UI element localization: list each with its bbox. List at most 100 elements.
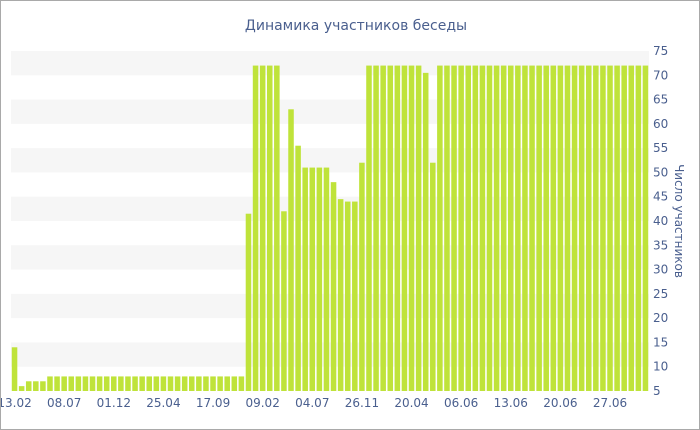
bar — [543, 65, 549, 391]
bar — [231, 376, 238, 391]
y-tick-label: 30 — [653, 263, 668, 277]
bar — [380, 65, 386, 391]
bar — [408, 65, 415, 391]
y-tick-label: 35 — [653, 238, 668, 252]
grid-band — [11, 51, 649, 76]
bar — [82, 376, 89, 391]
x-tick-label: 27.06 — [593, 396, 627, 410]
bar — [75, 376, 82, 391]
bar — [302, 167, 308, 391]
bar — [167, 376, 174, 391]
bar — [465, 65, 471, 391]
bar — [25, 381, 32, 391]
bar — [238, 376, 245, 391]
bar — [550, 65, 557, 391]
bar — [139, 376, 145, 391]
bar — [585, 65, 592, 391]
x-axis-ticks: 13.02 08.07 01.12 25.04 17.09 09.02 04.07 26.11… — [1, 396, 627, 410]
bar — [210, 376, 216, 391]
bar — [316, 167, 323, 391]
bar — [47, 376, 53, 391]
bar — [451, 65, 457, 391]
bar — [309, 167, 316, 391]
bar — [472, 65, 479, 391]
bar — [557, 65, 564, 391]
bar — [68, 376, 75, 391]
y-tick-label: 5 — [653, 384, 661, 398]
bar — [252, 65, 259, 391]
y-tick-label: 70 — [653, 68, 668, 82]
x-tick-label: 17.09 — [196, 396, 230, 410]
bar — [288, 109, 294, 391]
y-axis-label: Число участников — [672, 164, 686, 278]
bar — [146, 376, 152, 391]
bar — [181, 376, 188, 391]
bar — [330, 182, 337, 391]
y-tick-label: 15 — [653, 335, 668, 349]
x-tick-label: 25.04 — [146, 396, 180, 410]
bar — [486, 65, 493, 391]
bar — [422, 72, 429, 392]
y-tick-label: 55 — [653, 141, 668, 155]
grid-bands — [11, 51, 649, 367]
bar — [508, 65, 514, 391]
grid-band — [11, 148, 649, 173]
bar — [323, 167, 330, 391]
bar — [642, 65, 649, 391]
bar — [635, 65, 642, 391]
bar — [11, 347, 18, 391]
bar — [54, 376, 60, 391]
bar — [337, 199, 344, 391]
bar — [18, 386, 25, 391]
y-axis-ticks: 5 10 15 20 25 30 35 40 45 50 55 60 65 70 75 — [653, 44, 668, 398]
bar — [430, 162, 436, 391]
bar — [373, 65, 379, 391]
y-tick-label: 75 — [653, 44, 668, 58]
bar — [578, 65, 585, 391]
grid-band — [11, 196, 649, 221]
bar — [33, 381, 39, 391]
bar — [352, 201, 358, 391]
x-tick-label: 04.07 — [295, 396, 329, 410]
bar — [564, 65, 571, 391]
bar — [189, 376, 195, 391]
bar — [479, 65, 486, 391]
bar — [621, 65, 627, 391]
bar — [401, 65, 408, 391]
bar — [160, 376, 167, 391]
bar — [266, 65, 273, 391]
y-tick-label: 20 — [653, 311, 668, 325]
grid-band — [11, 99, 649, 124]
bar — [174, 376, 181, 391]
chart-title: Динамика участников беседы — [245, 18, 467, 34]
bar — [203, 376, 209, 391]
bars — [11, 65, 649, 392]
x-tick-label: 01.12 — [97, 396, 131, 410]
bar — [444, 65, 450, 391]
x-tick-label: 20.04 — [394, 396, 428, 410]
bar — [607, 65, 613, 391]
bar — [274, 65, 280, 391]
bar — [153, 376, 160, 391]
grid-band — [11, 342, 649, 367]
bar — [224, 376, 230, 391]
bar — [96, 376, 103, 391]
bar — [359, 162, 365, 391]
bar — [118, 376, 124, 391]
bar — [245, 213, 252, 391]
x-tick-label: 26.11 — [345, 396, 379, 410]
grid-band — [11, 245, 649, 270]
x-tick-label: 06.06 — [444, 396, 478, 410]
bar — [536, 65, 542, 391]
bar — [366, 65, 372, 391]
bar — [628, 65, 635, 391]
bar — [295, 145, 301, 391]
bar — [40, 381, 46, 391]
y-tick-label: 45 — [653, 190, 668, 204]
bar — [281, 211, 287, 391]
bar — [132, 376, 138, 391]
bar — [593, 65, 599, 391]
grid-band — [11, 293, 649, 319]
bar — [500, 65, 507, 391]
bar — [614, 65, 620, 391]
